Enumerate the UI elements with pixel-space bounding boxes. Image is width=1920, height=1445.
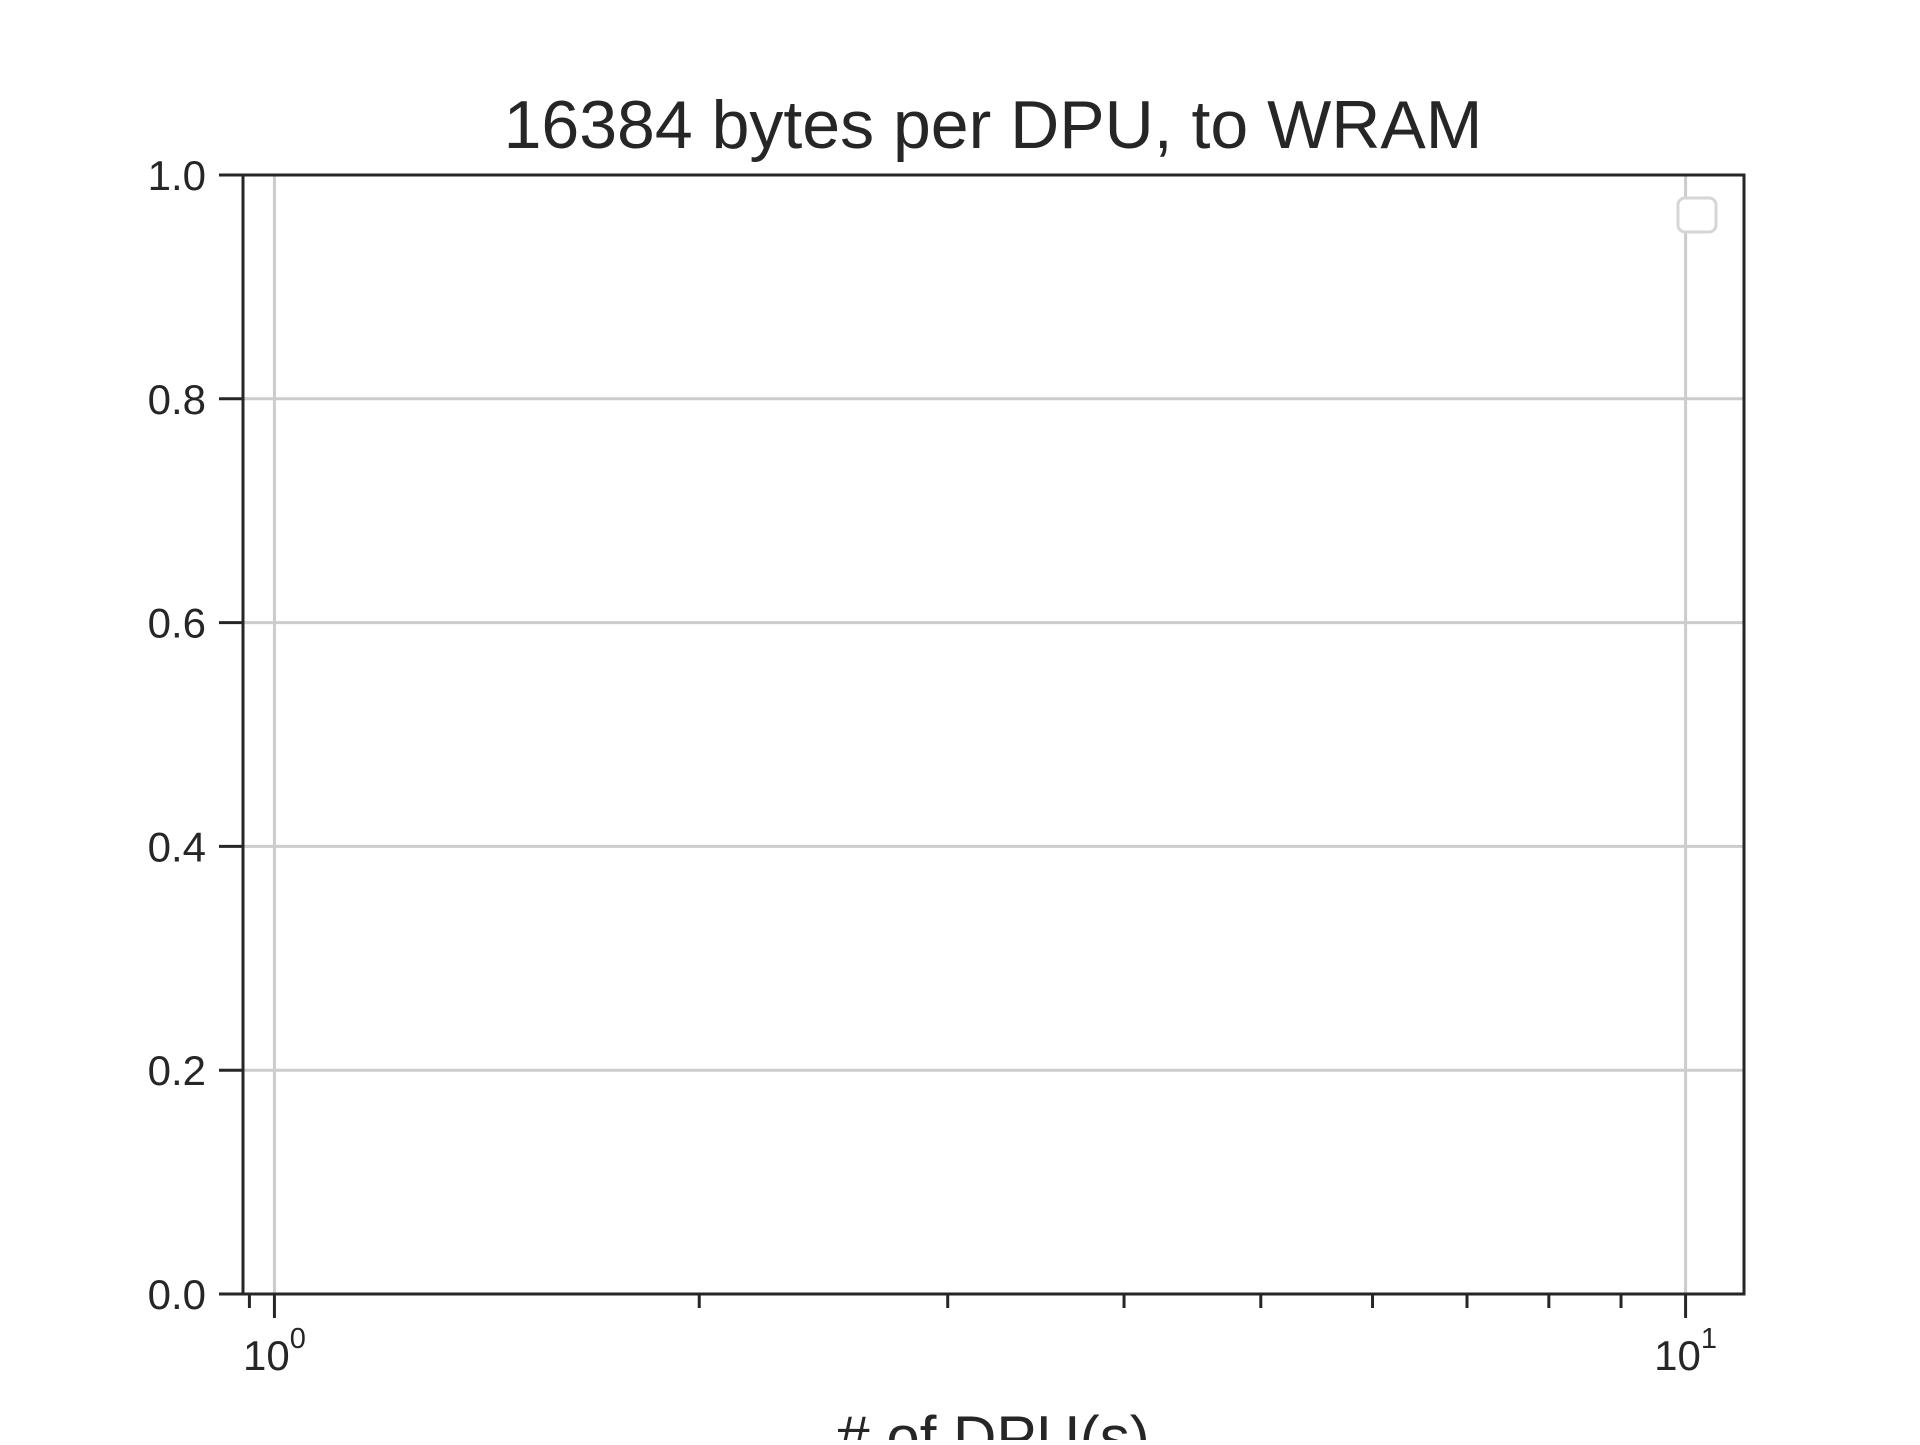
y-tick-label: 0.0 <box>148 1271 206 1318</box>
y-tick-label: 0.4 <box>148 823 206 870</box>
legend-box <box>1676 196 1718 234</box>
ticks: 0.0 0.2 0.4 0.6 0.8 1.0 100 101 <box>148 152 1717 1379</box>
grid <box>243 175 1744 1294</box>
y-tick-label: 0.6 <box>148 600 206 647</box>
x-axis-label: # of DPU(s) <box>836 1404 1149 1440</box>
plot-frame <box>241 173 1746 1296</box>
x-tick-label: 100 <box>243 1323 306 1379</box>
y-tick-label: 0.2 <box>148 1047 206 1094</box>
x-tick-label: 101 <box>1654 1323 1717 1379</box>
y-tick-label: 1.0 <box>148 152 206 199</box>
chart-title: 16384 bytes per DPU, to WRAM <box>504 87 1483 163</box>
y-tick-label: 0.8 <box>148 376 206 423</box>
